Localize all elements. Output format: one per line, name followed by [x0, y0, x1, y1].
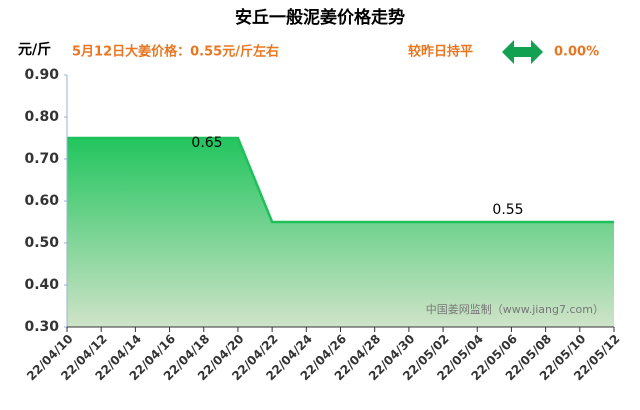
line	[67, 136, 614, 224]
y-tick-label: 0.70	[24, 151, 59, 167]
area	[67, 138, 614, 327]
watermark: 中国姜网监制（www.jiang7.com）	[426, 302, 604, 316]
subtitle: 5月12日大姜价格：0.55元/斤左右	[72, 44, 279, 60]
arrow-icon	[502, 40, 543, 64]
y-tick-label: 0.50	[24, 235, 59, 251]
change-label: 较昨日持平	[408, 44, 473, 60]
change-value: 0.00%	[554, 45, 599, 60]
y-tick-label: 0.40	[24, 277, 59, 293]
y-tick-label: 0.90	[24, 67, 59, 83]
y-axis-label: 元/斤	[18, 41, 51, 58]
y-tick-label: 0.60	[24, 193, 59, 209]
y-tick-label: 0.80	[24, 109, 59, 125]
annotation: 0.65	[191, 135, 222, 151]
annotation: 0.55	[492, 202, 523, 218]
y-tick-label: 0.30	[24, 319, 59, 335]
chart-title: 安丘一般泥姜价格走势	[235, 7, 405, 28]
